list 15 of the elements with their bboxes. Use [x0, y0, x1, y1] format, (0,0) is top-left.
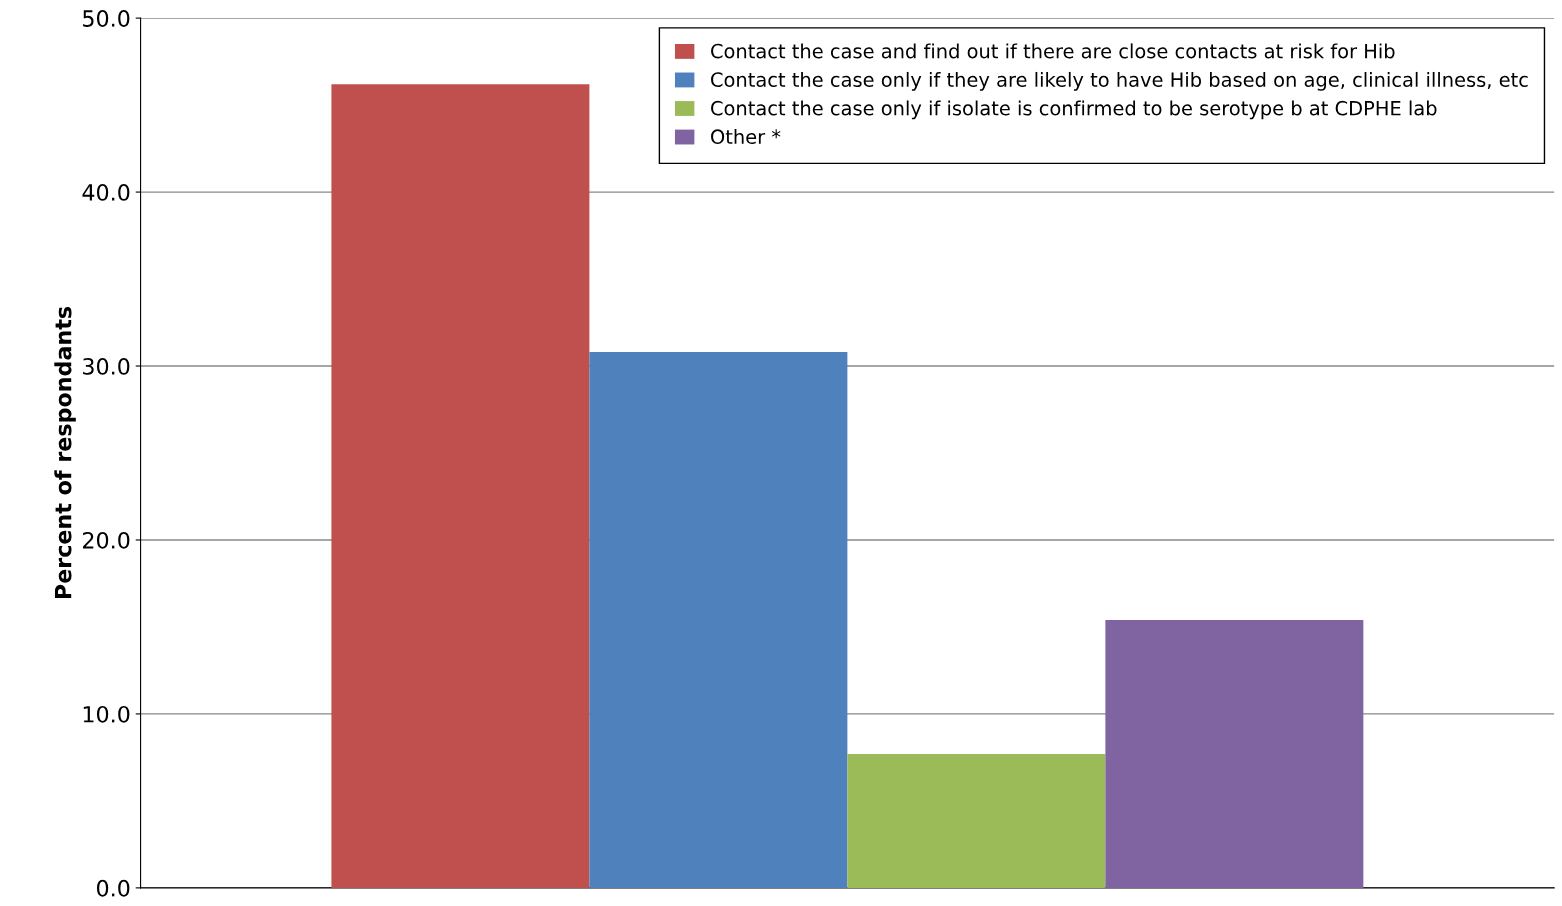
y-tick-label: 0.0	[96, 879, 130, 897]
bar	[847, 753, 1106, 888]
legend-label: Other *	[711, 129, 781, 145]
bar	[1105, 619, 1364, 888]
y-tick-label: 50.0	[83, 10, 130, 27]
y-tick-label: 30.0	[83, 357, 130, 375]
legend-label: Contact the case only if isolate is confirmed to be serotype b at CDPHE lab	[711, 100, 1437, 120]
y-tick-label: 10.0	[83, 705, 130, 723]
y-axis-title: Percent of respondants	[54, 306, 76, 599]
bar	[331, 84, 590, 888]
legend-label: Contact the case and find out if there are close contacts at risk for Hib	[711, 43, 1395, 59]
y-tick-label: 20.0	[83, 531, 130, 549]
legend-label: Contact the case only if they are likely to have Hib based on age, clinical illness, etc	[711, 71, 1528, 91]
y-tick-label: 40.0	[82, 184, 130, 201]
bar	[589, 352, 848, 888]
